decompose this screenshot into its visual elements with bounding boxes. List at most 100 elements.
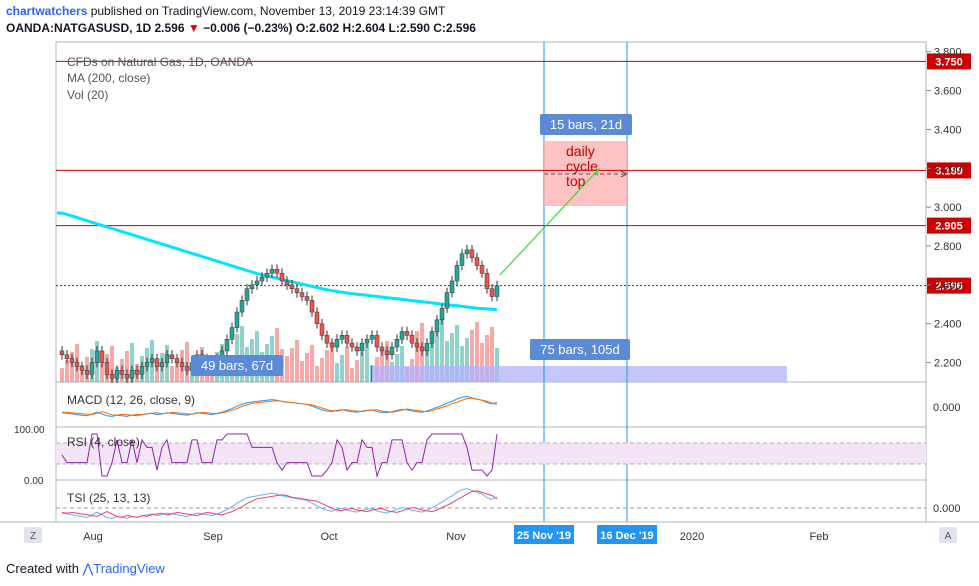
price-tick-label: 3.000 bbox=[934, 202, 962, 214]
candle-body bbox=[489, 288, 495, 297]
candle-body bbox=[249, 284, 255, 289]
tradingview-logo-icon: ⋀ bbox=[82, 561, 94, 576]
rsi-axis-bottom: 0.00 bbox=[24, 476, 44, 487]
volume-bar bbox=[340, 355, 344, 382]
author-name[interactable]: chartwatchers bbox=[6, 4, 88, 18]
price-tick-label: 3.400 bbox=[934, 124, 962, 136]
trend-arrowhead-icon bbox=[591, 168, 600, 177]
volume-bar bbox=[425, 344, 429, 382]
volume-bar bbox=[485, 335, 489, 382]
candle-body bbox=[104, 362, 110, 375]
time-tick-label: Nov bbox=[446, 531, 466, 543]
level-tag-bg bbox=[927, 53, 971, 70]
date-range-edge bbox=[371, 366, 372, 382]
candle-body bbox=[89, 362, 95, 375]
legend-title: CFDs on Natural Gas, 1D, OANDA bbox=[67, 55, 253, 69]
candle-body bbox=[114, 370, 120, 379]
volume-bar bbox=[125, 351, 129, 382]
volume-bar bbox=[345, 347, 349, 382]
price-axis[interactable]: 2.200 2.400 2.600 2.800 3.000 3.200 3.400 3.600… bbox=[926, 47, 962, 370]
candle-body bbox=[459, 253, 465, 266]
ohlc-values: O:2.602 H:2.604 L:2.590 C:2.596 bbox=[295, 21, 476, 35]
cycle-note-line3[interactable]: top bbox=[566, 173, 586, 189]
volume-bar bbox=[310, 345, 314, 382]
level-tag-label: 3.750 bbox=[935, 56, 963, 68]
level-tag-bg bbox=[927, 277, 971, 294]
auto-scale-button[interactable] bbox=[939, 527, 957, 543]
candle-body bbox=[274, 269, 280, 274]
symbol-name: OANDA:NATGASUSD, 1D bbox=[6, 21, 152, 35]
volume-bar bbox=[315, 366, 319, 382]
candle-body bbox=[444, 292, 450, 309]
volume-bar bbox=[130, 343, 134, 382]
candle-body bbox=[69, 358, 75, 363]
volume-bar bbox=[325, 350, 329, 382]
price-tick-label: 2.200 bbox=[934, 358, 962, 370]
candle-body bbox=[354, 346, 360, 352]
rsi-axis-top: 100.00 bbox=[14, 425, 45, 436]
date-tag-nov25: 25 Nov '19 bbox=[517, 530, 571, 542]
volume-bar bbox=[300, 361, 304, 382]
macd-lines bbox=[61, 396, 498, 417]
bars-short-tag: 49 bars, 67d bbox=[201, 358, 273, 373]
tradingview-brand[interactable]: TradingView bbox=[93, 561, 165, 576]
candle-body bbox=[404, 331, 410, 336]
volume-bar bbox=[480, 343, 484, 382]
candle-body bbox=[339, 335, 345, 340]
rsi-legend: RSI (4, close) bbox=[67, 435, 140, 449]
date-range-box[interactable] bbox=[371, 366, 787, 382]
volume-bar bbox=[360, 352, 364, 382]
horizontal-levels[interactable]: 3.750 3.189 2.905 2.596 bbox=[56, 53, 971, 294]
candle-body bbox=[374, 335, 380, 348]
candle-body bbox=[429, 331, 435, 344]
tsi-axis-label: 0.000 bbox=[933, 503, 961, 515]
volume-bar bbox=[355, 360, 359, 382]
candle-body bbox=[449, 280, 455, 293]
candle-body bbox=[99, 350, 105, 363]
zoom-icon: Z bbox=[30, 531, 36, 542]
volume-bar bbox=[460, 346, 464, 382]
candle-body bbox=[224, 339, 230, 352]
down-triangle-icon: ▼ bbox=[187, 21, 200, 35]
candle-body bbox=[329, 342, 335, 348]
candle-body bbox=[314, 311, 320, 324]
candle-body bbox=[424, 342, 430, 352]
trend-arrow-line[interactable] bbox=[499, 169, 599, 276]
volume-bar bbox=[320, 358, 324, 382]
macd-signal-line bbox=[62, 397, 498, 416]
candle-body bbox=[254, 280, 260, 286]
zoom-button[interactable] bbox=[24, 527, 42, 543]
target-range-box[interactable] bbox=[544, 141, 627, 206]
candle-body bbox=[179, 362, 185, 367]
candle-body bbox=[319, 323, 325, 336]
volume-bar bbox=[445, 341, 449, 382]
candle-body bbox=[469, 249, 475, 258]
volume-bar bbox=[455, 325, 459, 382]
bars-long-tag: 75 bars, 105d bbox=[540, 342, 620, 357]
candle-body bbox=[149, 358, 155, 363]
level-tag-label: 2.905 bbox=[935, 221, 963, 233]
time-axis[interactable]: Aug Sep Oct Nov 2020 Feb bbox=[83, 531, 828, 543]
time-tick-label: 2020 bbox=[680, 531, 704, 543]
candle-body bbox=[59, 350, 65, 356]
candle-body bbox=[169, 354, 175, 359]
legend-ma: MA (200, close) bbox=[67, 71, 150, 85]
candle-body bbox=[239, 300, 245, 313]
volume-bar bbox=[415, 331, 419, 382]
rsi-line bbox=[61, 433, 498, 478]
created-with-text: Created with bbox=[6, 561, 79, 576]
volume-bar bbox=[380, 349, 384, 382]
cycle-note-line2[interactable]: cycle bbox=[566, 158, 598, 174]
candle-body bbox=[229, 327, 235, 340]
legend-vol: Vol (20) bbox=[67, 88, 108, 102]
tsi-lines bbox=[61, 488, 498, 519]
time-tick-label: Feb bbox=[810, 531, 829, 543]
price-tick-label: 3.200 bbox=[934, 163, 962, 175]
volume-bar bbox=[155, 361, 159, 382]
candle-body bbox=[434, 319, 440, 332]
cycle-note-line1[interactable]: daily bbox=[566, 143, 595, 159]
price-tick-label: 3.600 bbox=[934, 86, 962, 98]
tsi-pane-border bbox=[55, 479, 927, 523]
